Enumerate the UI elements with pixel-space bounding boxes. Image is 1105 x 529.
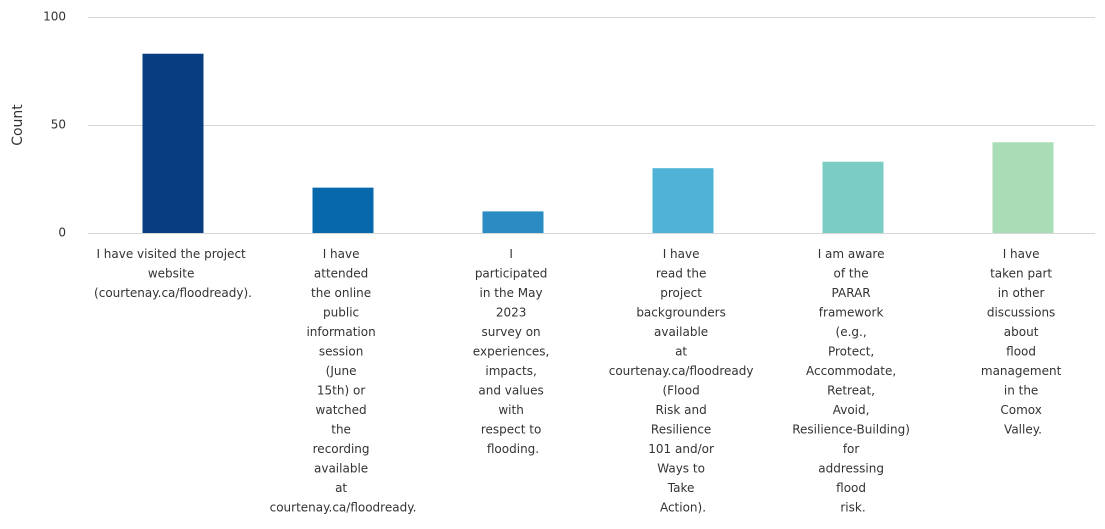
x-tick-label: I am aware of the PARAR framework (e.g.,…	[792, 247, 913, 515]
y-tick-label: 0	[58, 226, 66, 240]
x-tick-label: I have visited the project website (cour…	[94, 247, 252, 300]
x-tick-label: I have read the project backgrounders av…	[609, 247, 758, 515]
bar	[992, 142, 1054, 233]
bar	[142, 53, 204, 233]
bar	[312, 187, 374, 233]
x-tick-label: I have attended the online public inform…	[270, 247, 417, 515]
x-tick-label: I participated in the May 2023 survey on…	[473, 247, 553, 456]
bar	[482, 211, 544, 233]
y-tick-label: 50	[51, 118, 66, 132]
bar	[652, 168, 714, 233]
bar	[822, 161, 884, 233]
y-axis-label: Count	[10, 104, 26, 146]
y-tick-label: 100	[43, 10, 66, 24]
x-tick-label: I have taken part in other discussions a…	[981, 247, 1065, 437]
